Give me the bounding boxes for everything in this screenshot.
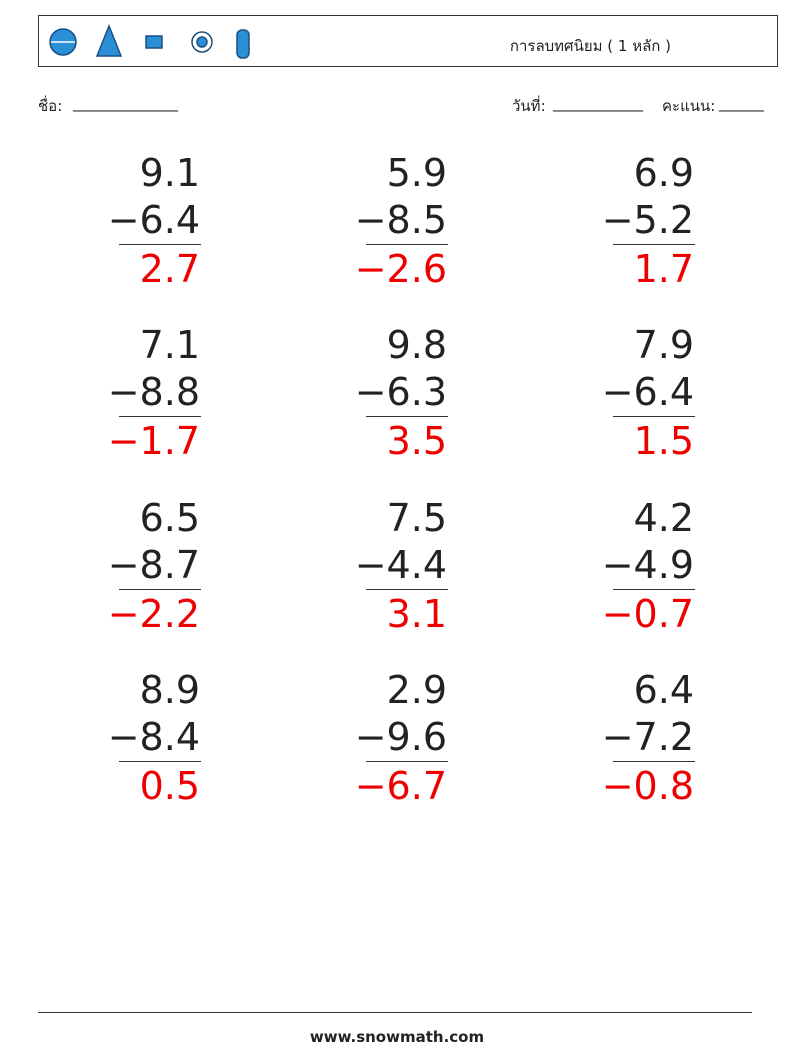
answer-rule [119, 589, 201, 590]
score-blank: ______ [719, 94, 764, 112]
answer-rule [366, 761, 448, 762]
top-number: 6.4 [633, 668, 694, 712]
bottom-number: −8.5 [354, 198, 447, 242]
answer-rule [119, 761, 201, 762]
score-label: คะแนน: [662, 97, 716, 115]
date-label: วันที่: [512, 97, 546, 115]
top-number: 6.5 [139, 496, 200, 540]
top-number: 7.1 [139, 323, 200, 367]
date-blank: ____________ [553, 94, 643, 112]
header-title: การลบทศนิยม ( 1 หลัก ) [509, 37, 671, 55]
top-number: 8.9 [139, 668, 200, 712]
header-icons [49, 23, 250, 59]
bottom-number: −6.4 [601, 370, 694, 414]
top-number: 7.5 [386, 496, 447, 540]
bottom-number: −8.4 [107, 715, 200, 759]
top-number: 5.9 [386, 151, 447, 195]
answer-rule [119, 416, 201, 417]
top-number: 6.9 [633, 151, 694, 195]
answer: −0.8 [601, 764, 694, 808]
footer: www.snowmath.com [309, 1028, 485, 1046]
name-label: ชื่อ: [38, 97, 63, 115]
header-box: การลบทศนิยม ( 1 หลัก ) [38, 15, 778, 67]
answer: 0.5 [139, 764, 200, 808]
answer-rule [366, 416, 448, 417]
answer-rule [613, 761, 695, 762]
bottom-number: −6.4 [107, 198, 200, 242]
bottom-number: −8.8 [107, 370, 200, 414]
bottom-number: −8.7 [107, 543, 200, 587]
answer-rule [366, 244, 448, 245]
name-blank: ______________ [73, 94, 178, 112]
answer: 2.7 [139, 247, 200, 291]
bottom-number: −4.4 [354, 543, 447, 587]
top-number: 4.2 [633, 496, 694, 540]
bottom-number: −5.2 [601, 198, 694, 242]
top-number: 9.1 [139, 151, 200, 195]
answer: 3.5 [386, 419, 447, 463]
top-number: 7.9 [633, 323, 694, 367]
bottom-number: −4.9 [601, 543, 694, 587]
answer: −2.2 [107, 592, 200, 636]
answer-rule [613, 244, 695, 245]
answer: 1.5 [633, 419, 694, 463]
answer: −1.7 [107, 419, 200, 463]
answer-rule [613, 416, 695, 417]
bottom-number: −9.6 [354, 715, 447, 759]
answer: 1.7 [633, 247, 694, 291]
answer-rule [119, 244, 201, 245]
bottom-number: −7.2 [601, 715, 694, 759]
answer: −6.7 [354, 764, 447, 808]
answer: −2.6 [354, 247, 447, 291]
bottom-number: −6.3 [354, 370, 447, 414]
footer-rule [38, 1012, 752, 1013]
answer-rule [613, 589, 695, 590]
answer: 3.1 [386, 592, 447, 636]
answer-rule [366, 589, 448, 590]
top-number: 2.9 [386, 668, 447, 712]
top-number: 9.8 [386, 323, 447, 367]
answer: −0.7 [601, 592, 694, 636]
